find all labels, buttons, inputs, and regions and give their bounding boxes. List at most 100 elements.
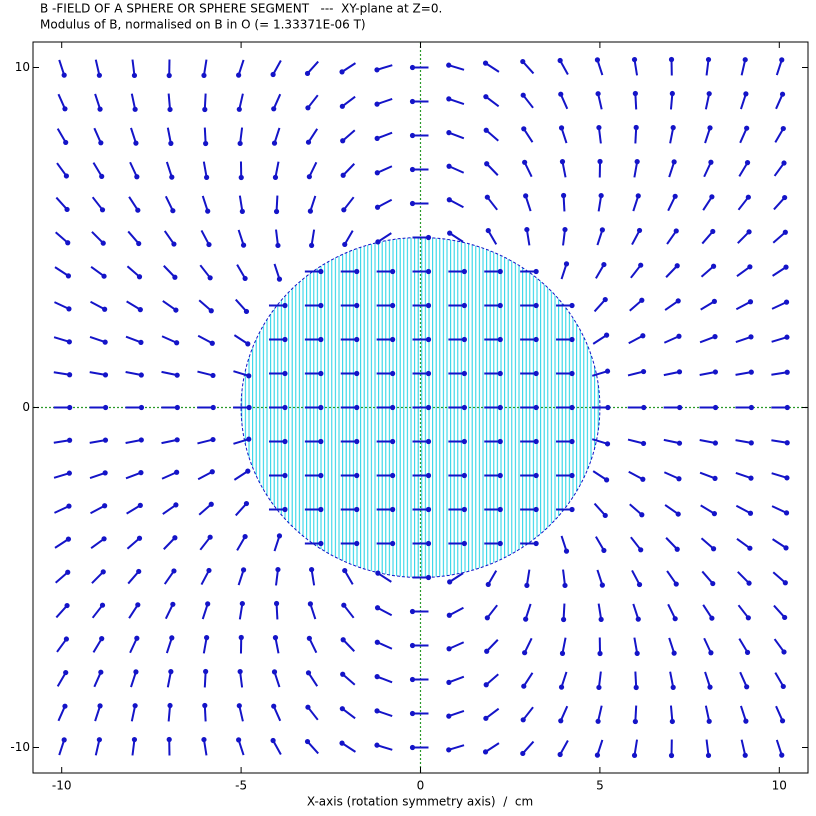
field-arrow	[236, 533, 248, 551]
field-arrow	[484, 194, 498, 211]
field-arrow	[484, 604, 498, 621]
field-arrow	[56, 669, 69, 687]
field-arrow	[340, 129, 356, 144]
field-arrow	[53, 336, 72, 345]
field-arrow	[305, 704, 319, 721]
field-arrow	[663, 333, 682, 344]
field-arrow	[773, 194, 788, 211]
field-arrow	[520, 92, 534, 109]
field-arrow	[632, 193, 641, 212]
field-arrow	[90, 503, 108, 515]
field-arrow	[339, 62, 356, 75]
field-arrow	[523, 193, 532, 212]
field-arrow	[772, 538, 789, 551]
field-arrow	[699, 334, 718, 344]
field-arrow	[520, 706, 534, 723]
field-arrow	[200, 229, 212, 248]
field-arrow	[238, 195, 245, 215]
field-arrow	[667, 193, 678, 212]
field-arrow	[772, 229, 788, 244]
field-arrow	[233, 334, 251, 347]
field-arrow	[446, 96, 465, 106]
field-arrow	[669, 705, 675, 725]
field-arrow	[704, 125, 713, 144]
field-arrow	[374, 708, 393, 718]
field-arrow	[737, 604, 751, 621]
field-arrow	[236, 93, 244, 112]
field-arrow	[53, 371, 73, 378]
field-arrow	[374, 97, 393, 107]
field-arrow	[342, 567, 354, 585]
field-arrow	[595, 705, 603, 724]
field-arrow	[630, 262, 644, 279]
field-arrow	[54, 266, 72, 279]
field-arrow	[524, 226, 531, 246]
field-arrow	[703, 637, 714, 656]
field-arrow	[374, 674, 393, 684]
field-arrow	[483, 127, 499, 142]
x-axis-label: X-axis (rotation symmetry axis) / cm	[307, 795, 533, 809]
field-arrow	[592, 332, 610, 345]
field-arrow	[700, 263, 717, 278]
field-arrow	[126, 535, 143, 550]
field-arrow	[446, 675, 465, 685]
field-arrow	[162, 502, 179, 515]
field-arrow	[736, 264, 753, 278]
field-arrow	[58, 737, 67, 756]
field-arrow	[775, 91, 786, 110]
field-arrow	[665, 537, 680, 552]
field-arrow	[630, 536, 644, 553]
field-arrow	[197, 436, 216, 445]
field-arrow	[165, 161, 175, 180]
field-arrow	[446, 606, 464, 618]
field-arrow	[771, 472, 790, 481]
x-tick-label: 10	[772, 779, 787, 793]
field-arrow	[557, 740, 569, 758]
field-arrow	[339, 706, 356, 720]
field-arrow	[128, 196, 141, 213]
field-arrow	[236, 703, 244, 722]
field-arrow	[701, 570, 716, 587]
field-arrow	[446, 163, 465, 174]
field-arrow	[89, 371, 109, 378]
field-arrow	[561, 603, 567, 623]
field-arrow	[446, 709, 465, 719]
field-arrow	[127, 230, 142, 247]
field-arrow	[520, 740, 535, 757]
field-arrow	[161, 469, 180, 480]
field-arrow	[306, 161, 318, 180]
field-arrow	[739, 705, 749, 724]
field-arrow	[559, 159, 567, 178]
field-arrow	[593, 296, 608, 313]
field-arrow	[272, 635, 280, 654]
field-arrow	[735, 369, 754, 376]
field-arrow	[374, 639, 393, 650]
field-arrow	[774, 672, 786, 690]
field-arrow	[237, 127, 244, 147]
field-arrow	[627, 438, 647, 447]
field-arrow	[772, 264, 789, 277]
field-arrow	[197, 334, 215, 346]
field-arrow	[558, 671, 568, 690]
field-arrow	[55, 569, 71, 584]
field-arrow	[771, 299, 790, 310]
field-arrow	[94, 703, 103, 722]
field-arrow	[93, 669, 104, 688]
field-arrow	[596, 569, 605, 588]
field-arrow	[704, 705, 712, 724]
field-arrow	[735, 299, 754, 311]
field-arrow	[773, 638, 787, 655]
field-arrow	[237, 229, 247, 248]
field-arrow	[665, 263, 680, 278]
field-arrow	[524, 569, 531, 589]
field-arrow	[737, 571, 752, 586]
field-arrow	[701, 228, 716, 245]
field-arrow	[199, 264, 213, 281]
field-arrow	[202, 161, 210, 180]
field-arrow	[131, 736, 138, 756]
field-arrow	[699, 438, 718, 446]
field-arrow	[125, 470, 144, 480]
field-arrow	[699, 471, 718, 481]
field-arrow	[57, 93, 68, 112]
